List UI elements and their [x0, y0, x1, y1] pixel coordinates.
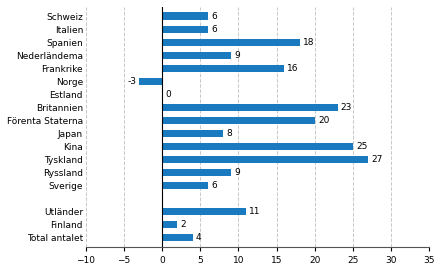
Bar — [162, 169, 231, 176]
Bar — [162, 104, 338, 111]
Text: 20: 20 — [318, 116, 329, 125]
Bar — [162, 234, 193, 242]
Text: 23: 23 — [341, 103, 352, 112]
Bar — [162, 52, 231, 59]
Text: 6: 6 — [211, 181, 217, 190]
Text: 8: 8 — [226, 129, 232, 138]
Bar — [162, 26, 208, 33]
Bar — [162, 143, 353, 150]
Bar — [162, 208, 246, 215]
Text: 9: 9 — [234, 168, 240, 177]
Text: 11: 11 — [249, 207, 261, 216]
Text: -3: -3 — [127, 77, 136, 86]
Text: 0: 0 — [165, 90, 171, 99]
Text: 18: 18 — [303, 38, 314, 47]
Bar — [162, 13, 208, 20]
Bar — [162, 221, 177, 228]
Text: 27: 27 — [371, 155, 383, 164]
Bar — [162, 117, 315, 124]
Bar — [162, 39, 300, 46]
Bar — [162, 65, 284, 72]
Text: 6: 6 — [211, 12, 217, 21]
Text: 2: 2 — [180, 220, 186, 229]
Text: 4: 4 — [196, 233, 202, 242]
Text: 9: 9 — [234, 51, 240, 60]
Text: 25: 25 — [356, 142, 367, 151]
Bar — [162, 130, 223, 137]
Text: 6: 6 — [211, 25, 217, 34]
Bar — [162, 156, 368, 163]
Text: 16: 16 — [287, 64, 299, 73]
Bar — [139, 78, 162, 85]
Bar — [162, 182, 208, 189]
